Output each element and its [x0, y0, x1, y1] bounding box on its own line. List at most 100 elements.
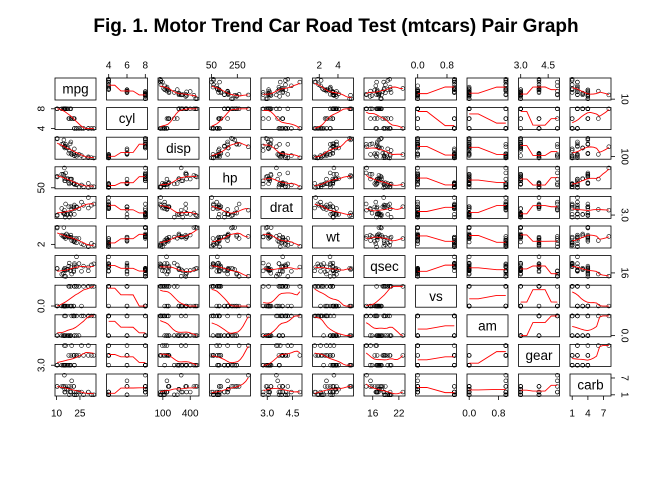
point-vs-mpg-25 [81, 284, 86, 289]
point-drat-mpg-10 [66, 204, 71, 209]
point-am-wt-27 [312, 313, 317, 319]
panel-mpg-vs-wt [312, 77, 354, 101]
point-gear-qsec-25 [383, 353, 388, 358]
tick-label-right-drat: 3.0 [618, 208, 629, 222]
point-mpg-am-19 [503, 76, 509, 82]
point-mpg-disp-19 [157, 76, 163, 82]
point-vs-wt-17 [318, 284, 324, 289]
point-wt-disp-16 [191, 225, 197, 230]
chart-title: Fig. 1. Motor Trend Car Road Test (mtcar… [93, 16, 579, 37]
tick-label-right-qsec: 16 [618, 267, 629, 279]
point-vs-am-20 [466, 284, 472, 289]
smoother-mpg-qsec [366, 86, 403, 94]
point-disp-gear-30 [555, 144, 560, 149]
point-qsec-cyl-20 [106, 261, 111, 266]
panel-disp-vs-am [466, 136, 509, 160]
point-drat-am-30 [503, 207, 509, 213]
point-qsec-cyl-31 [106, 264, 111, 270]
point-carb-mpg-22 [62, 389, 67, 395]
point-carb-mpg-19 [91, 392, 97, 398]
smoother-hp-drat [263, 178, 301, 188]
smoother-wt-cyl [108, 233, 146, 244]
panel-am-vs-cyl [106, 314, 148, 338]
point-disp-drat-24 [266, 139, 271, 145]
point-carb-drat-8 [280, 389, 285, 395]
tick-label-bottom-qsec: 16 [367, 409, 379, 420]
point-disp-mpg-31 [72, 153, 77, 158]
point-mpg-drat-24 [266, 89, 271, 94]
point-cyl-qsec-27 [374, 126, 379, 131]
point-vs-disp-29 [164, 303, 170, 309]
point-gear-cyl-5 [124, 363, 130, 368]
point-wt-cyl-28 [143, 236, 148, 241]
point-carb-vs-31 [452, 389, 457, 395]
point-disp-hp-29 [225, 152, 230, 157]
point-am-disp-23 [183, 333, 188, 338]
point-gear-wt-24 [334, 363, 339, 368]
point-drat-wt-18 [313, 195, 318, 200]
point-disp-mpg-28 [63, 142, 68, 147]
point-am-hp-20 [215, 333, 220, 338]
point-cyl-mpg-8 [74, 126, 79, 131]
point-carb-cyl-5 [124, 392, 130, 398]
tick-label-bottom-mpg: 25 [74, 409, 86, 420]
point-carb-drat-3 [266, 392, 271, 398]
point-gear-vs-24 [415, 363, 420, 368]
point-cyl-carb-13 [580, 106, 585, 111]
point-disp-wt-31 [324, 153, 329, 158]
point-am-vs-30 [415, 313, 420, 319]
point-disp-drat-23 [277, 142, 282, 147]
point-drat-gear-18 [536, 195, 542, 200]
point-wt-disp-10 [166, 234, 172, 240]
point-wt-carb-17 [569, 241, 575, 246]
point-wt-qsec-14 [379, 225, 384, 231]
smoother-carb-gear [520, 384, 558, 392]
point-hp-gear-30 [555, 165, 560, 171]
panel-disp-vs-carb [569, 136, 612, 160]
panel-am-vs-vs [415, 314, 457, 338]
point-vs-drat-21 [260, 303, 266, 309]
point-carb-cyl-30 [143, 372, 148, 378]
point-cyl-drat-31 [283, 126, 289, 131]
point-hp-drat-20 [276, 182, 282, 187]
point-am-disp-15 [193, 333, 198, 338]
point-qsec-disp-24 [188, 268, 193, 273]
point-gear-mpg-9 [68, 353, 74, 358]
point-qsec-hp-8 [215, 254, 220, 259]
point-qsec-gear-8 [536, 254, 542, 259]
point-carb-disp-15 [193, 384, 198, 389]
point-vs-wt-11 [336, 303, 341, 309]
point-cyl-disp-29 [164, 116, 170, 121]
point-carb-vs-25 [452, 392, 457, 398]
point-mpg-drat-18 [297, 79, 303, 85]
point-mpg-am-7 [466, 84, 472, 90]
smoother-hp-vs [417, 177, 455, 186]
point-qsec-carb-25 [569, 263, 575, 269]
point-carb-drat-14 [263, 384, 269, 389]
point-hp-qsec-19 [387, 184, 392, 189]
point-drat-disp-28 [183, 201, 188, 207]
point-vs-carb-13 [580, 303, 585, 309]
point-gear-am-30 [503, 343, 509, 348]
point-disp-mpg-19 [91, 155, 97, 161]
point-hp-vs-1 [415, 181, 420, 186]
smoother-mpg-drat [263, 82, 300, 95]
point-qsec-wt-29 [324, 271, 329, 277]
point-vs-mpg-8 [74, 284, 79, 289]
point-vs-qsec-15 [378, 303, 383, 309]
point-gear-disp-15 [193, 363, 198, 368]
point-cyl-vs-30 [415, 106, 420, 111]
point-carb-gear-20 [518, 392, 523, 398]
point-drat-disp-5 [172, 215, 177, 220]
point-disp-vs-29 [415, 152, 420, 157]
point-disp-wt-26 [318, 153, 323, 158]
point-hp-vs-28 [415, 170, 420, 176]
point-gear-carb-29 [596, 343, 601, 348]
point-am-disp-27 [160, 313, 165, 319]
point-wt-am-11 [466, 231, 472, 237]
point-gear-hp-22 [222, 363, 227, 368]
point-wt-disp-15 [193, 224, 198, 230]
point-disp-qsec-5 [388, 148, 394, 153]
point-drat-wt-30 [331, 207, 337, 213]
point-drat-carb-5 [569, 215, 575, 220]
